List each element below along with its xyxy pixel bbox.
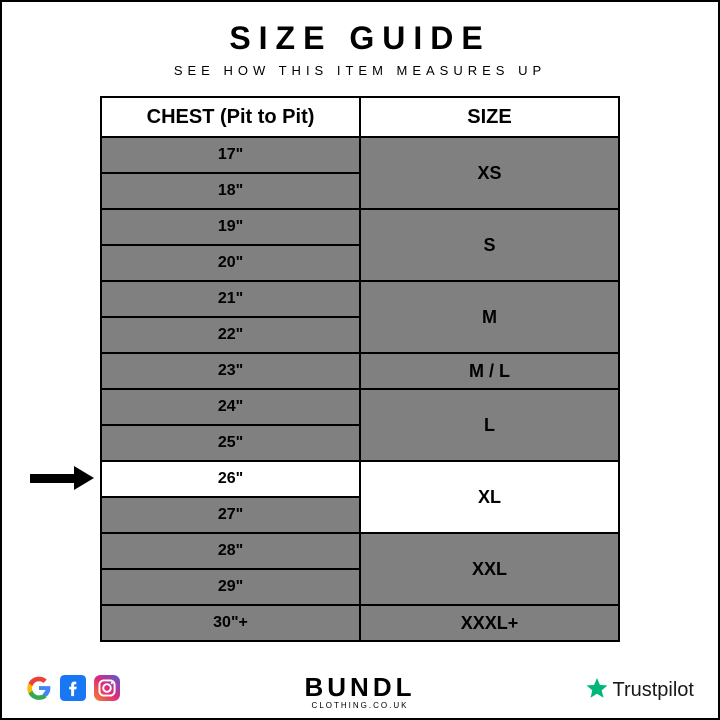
chest-cell: 24" <box>101 389 360 425</box>
chest-cell: 26" <box>101 461 360 497</box>
size-table-wrap: CHEST (Pit to Pit) SIZE 17"XS18"19"S20"2… <box>100 96 620 642</box>
instagram-icon <box>94 675 120 706</box>
size-cell: L <box>360 389 619 461</box>
facebook-icon <box>60 675 86 706</box>
size-cell: M <box>360 281 619 353</box>
chest-cell: 18" <box>101 173 360 209</box>
table-row: 21"M <box>101 281 619 317</box>
chest-cell: 17" <box>101 137 360 173</box>
chest-cell: 20" <box>101 245 360 281</box>
table-row: 23"M / L <box>101 353 619 389</box>
chest-cell: 23" <box>101 353 360 389</box>
footer: BUNDL CLOTHING.CO.UK Trustpilot <box>2 675 718 706</box>
table-row: 17"XS <box>101 137 619 173</box>
google-icon <box>26 675 52 706</box>
table-row: 24"L <box>101 389 619 425</box>
chest-cell: 21" <box>101 281 360 317</box>
chest-cell: 19" <box>101 209 360 245</box>
chest-cell: 22" <box>101 317 360 353</box>
size-cell: XS <box>360 137 619 209</box>
table-row: 30"+XXXL+ <box>101 605 619 641</box>
size-cell: XXXL+ <box>360 605 619 641</box>
star-icon <box>585 676 609 706</box>
chest-cell: 30"+ <box>101 605 360 641</box>
trustpilot-label: Trustpilot <box>612 679 694 702</box>
header-size: SIZE <box>360 97 619 137</box>
brand-logo: BUNDL CLOTHING.CO.UK <box>305 672 416 710</box>
trustpilot-badge: Trustpilot <box>585 676 694 706</box>
chest-cell: 27" <box>101 497 360 533</box>
page-subtitle: SEE HOW THIS ITEM MEASURES UP <box>174 63 546 78</box>
page-title: SIZE GUIDE <box>229 20 490 57</box>
chest-cell: 29" <box>101 569 360 605</box>
table-row: 19"S <box>101 209 619 245</box>
brand-name: BUNDL <box>305 672 416 703</box>
chest-cell: 25" <box>101 425 360 461</box>
size-table: CHEST (Pit to Pit) SIZE 17"XS18"19"S20"2… <box>100 96 620 642</box>
social-icons <box>26 675 120 706</box>
table-row: 28"XXL <box>101 533 619 569</box>
size-cell: M / L <box>360 353 619 389</box>
size-cell: XXL <box>360 533 619 605</box>
header-chest: CHEST (Pit to Pit) <box>101 97 360 137</box>
table-row: 26"XL <box>101 461 619 497</box>
chest-cell: 28" <box>101 533 360 569</box>
size-cell: XL <box>360 461 619 533</box>
arrow-icon <box>30 468 96 488</box>
size-cell: S <box>360 209 619 281</box>
brand-sub: CLOTHING.CO.UK <box>305 701 416 710</box>
